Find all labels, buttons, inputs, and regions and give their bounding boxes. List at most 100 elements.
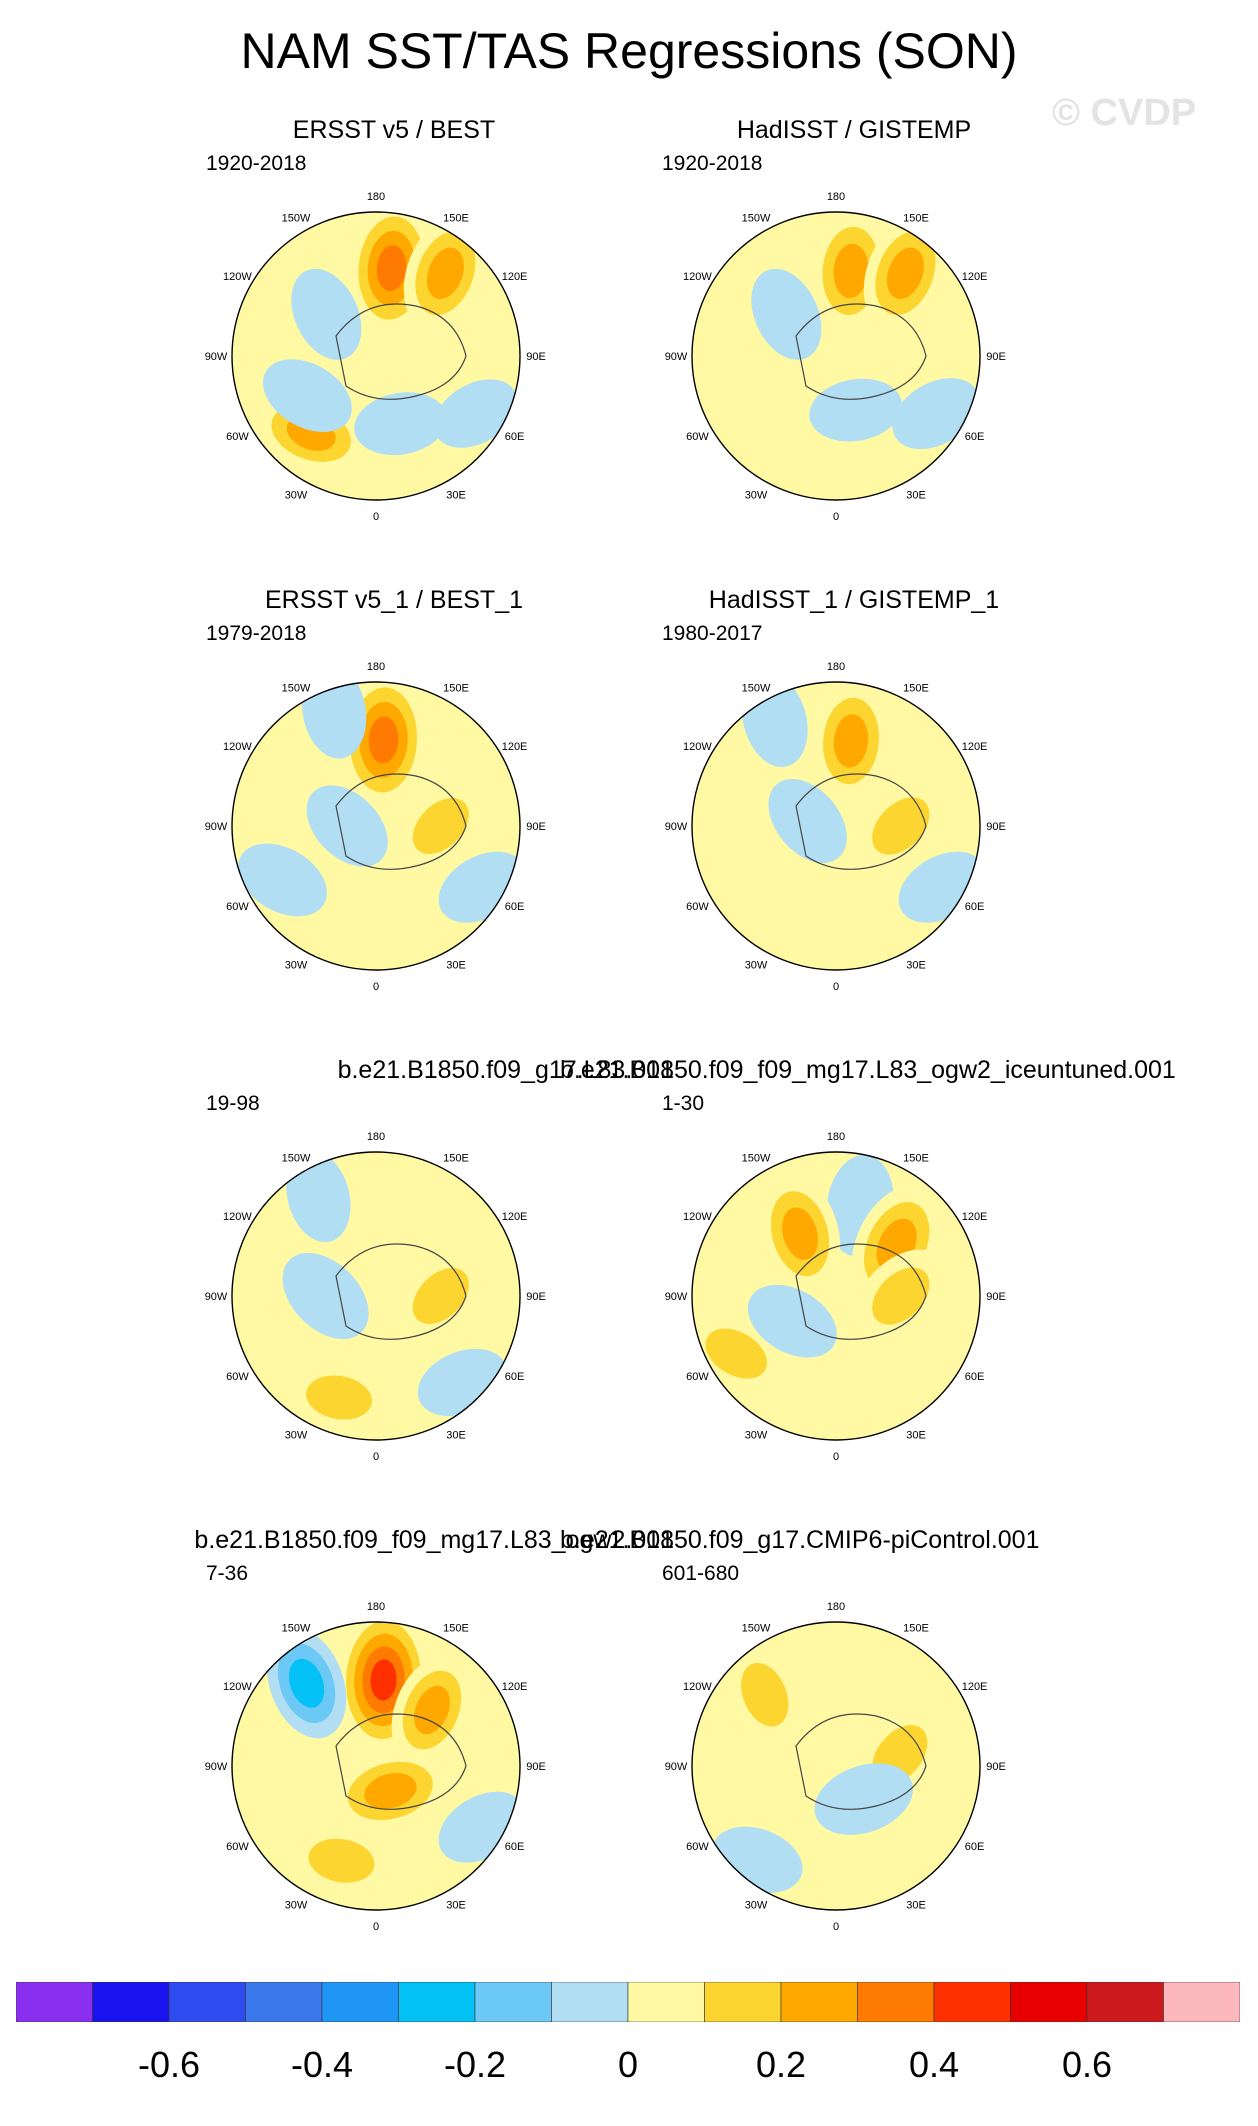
longitude-label: 150E <box>903 1622 929 1634</box>
longitude-label: 180 <box>367 661 385 673</box>
coastline <box>335 1243 467 1340</box>
longitude-label: 90W <box>205 1291 228 1303</box>
anomaly-contour <box>741 1662 789 1727</box>
polar-map: 180 150E 120E 90E 60E 30E 0 30W 60W 90W 120W 150W <box>205 191 546 523</box>
panel-period: 7-36 <box>206 1562 249 1585</box>
longitude-label: 150W <box>282 1152 311 1164</box>
panel-period: 601-680 <box>662 1562 740 1585</box>
colorbar-swatch <box>551 1982 629 2022</box>
longitude-label: 30E <box>906 490 926 502</box>
coastline <box>795 773 927 870</box>
longitude-label: 90W <box>205 1761 228 1773</box>
colorbar-swatch <box>1163 1982 1240 2022</box>
longitude-label: 30W <box>285 1430 308 1442</box>
longitude-label: 150W <box>742 1152 771 1164</box>
colorbar-tick-label: 0.6 <box>1061 2044 1113 2085</box>
longitude-label: 30E <box>906 1900 926 1912</box>
watermark: © CVDP <box>1052 92 1197 134</box>
longitude-label: 150E <box>903 212 929 224</box>
colorbar-swatch <box>245 1982 323 2022</box>
longitude-label: 60W <box>226 901 249 913</box>
map-border <box>691 1151 981 1441</box>
longitude-label: 180 <box>827 1131 845 1143</box>
longitude-label: 180 <box>827 1601 845 1613</box>
anomaly-contour <box>288 1658 325 1708</box>
longitude-label: 120E <box>962 1681 988 1693</box>
longitude-label: 30W <box>285 960 308 972</box>
anomaly-contour <box>291 268 362 360</box>
map-border <box>691 1621 981 1911</box>
longitude-label: 150W <box>742 682 771 694</box>
anomaly-contour <box>814 1763 914 1835</box>
longitude-label: 90E <box>986 351 1006 363</box>
longitude-label: 60W <box>226 1371 249 1383</box>
coastline <box>335 303 467 400</box>
longitude-label: 90E <box>986 821 1006 833</box>
longitude-label: 90E <box>526 1761 546 1773</box>
longitude-label: 150E <box>903 682 929 694</box>
anomaly-contour <box>262 359 352 432</box>
map-panel-b1850-l83: b.e21.B1850.f09_g17.L83.001 19-98 180 150… <box>114 1056 674 1526</box>
panel-title: ERSST v5 / BEST <box>292 116 496 144</box>
anomaly-contour <box>747 1284 837 1358</box>
polar-map: 180 150E 120E 90E 60E 30E 0 30W 60W 90W 120W 150W <box>205 661 546 993</box>
longitude-label: 150W <box>742 212 771 224</box>
longitude-label: 90W <box>205 351 228 363</box>
coastline <box>335 773 467 870</box>
longitude-label: 150E <box>443 1152 469 1164</box>
map-panel-b1850-ogw2: b.e21.B1850.f09_f09_mg17.L83_ogw2.001 7-… <box>114 1526 674 1996</box>
colorbar-swatch <box>1086 1982 1164 2022</box>
anomaly-contour <box>782 1207 818 1260</box>
longitude-label: 60E <box>505 1841 525 1853</box>
map-panel-ersst-best: ERSST v5 / BEST 1920-2018 180 150E 120E 90E… <box>114 116 674 586</box>
figure-title: NAM SST/TAS Regressions (SON) <box>240 23 1018 79</box>
longitude-label: 60E <box>505 901 525 913</box>
longitude-label: 60E <box>505 1371 525 1383</box>
longitude-label: 120W <box>223 1211 252 1223</box>
anomaly-contour <box>809 378 903 442</box>
longitude-label: 180 <box>827 191 845 203</box>
colorbar-swatch <box>474 1982 552 2022</box>
panel-title: ERSST v5_1 / BEST_1 <box>265 586 523 614</box>
map-panel-hadisst1-gistemp1: HadISST_1 / GISTEMP_1 1980-2017 180 150E 1… <box>574 586 1134 1056</box>
anomaly-contour <box>308 1838 375 1883</box>
longitude-label: 90W <box>665 821 688 833</box>
colorbar <box>16 1982 1240 2022</box>
longitude-label: 0 <box>373 511 379 523</box>
map-border <box>231 1151 521 1441</box>
longitude-label: 60E <box>505 431 525 443</box>
map-panel-ersst1-best1: ERSST v5_1 / BEST_1 1979-2018 180 150E 120… <box>114 586 674 1056</box>
coastline <box>795 1713 927 1810</box>
anomaly-contour <box>833 714 869 768</box>
longitude-label: 30E <box>446 490 466 502</box>
longitude-label: 60E <box>965 431 985 443</box>
longitude-label: 0 <box>373 1921 379 1933</box>
longitude-label: 30E <box>446 1900 466 1912</box>
map-border <box>231 681 521 971</box>
longitude-label: 30E <box>906 960 926 972</box>
longitude-label: 120E <box>962 741 988 753</box>
map-panel-b1850-picontrol: b.e21.B1850.f09_g17.CMIP6-piControl.001 … <box>560 1526 1134 1996</box>
colorbar-tick-label: -0.2 <box>443 2044 507 2085</box>
map-panel-b1850-ogw2-iceuntuned: b.e21.B1850.f09_f09_mg17.L83_ogw2_iceunt… <box>560 1056 1176 1526</box>
anomaly-contour <box>370 1659 397 1701</box>
longitude-label: 60W <box>226 1841 249 1853</box>
anomaly-contour <box>705 1328 767 1379</box>
panel-period: 1980-2017 <box>662 622 763 645</box>
longitude-label: 150W <box>282 1622 311 1634</box>
anomaly-contour <box>872 1267 930 1325</box>
colorbar-swatch <box>857 1982 935 2022</box>
polar-map: 180 150E 120E 90E 60E 30E 0 30W 60W 90W 120W 150W <box>665 191 1006 523</box>
longitude-label: 120E <box>502 1681 528 1693</box>
panel-title: HadISST / GISTEMP <box>736 116 972 144</box>
longitude-label: 60W <box>686 901 709 913</box>
anomaly-contour <box>414 1685 450 1735</box>
anomaly-contour <box>768 779 847 863</box>
longitude-label: 0 <box>833 1451 839 1463</box>
anomaly-contour <box>238 843 327 917</box>
colorbar-swatch <box>704 1982 782 2022</box>
anomaly-contour <box>892 378 980 450</box>
longitude-label: 150W <box>282 212 311 224</box>
colorbar-tick-label: 0.4 <box>908 2044 960 2085</box>
